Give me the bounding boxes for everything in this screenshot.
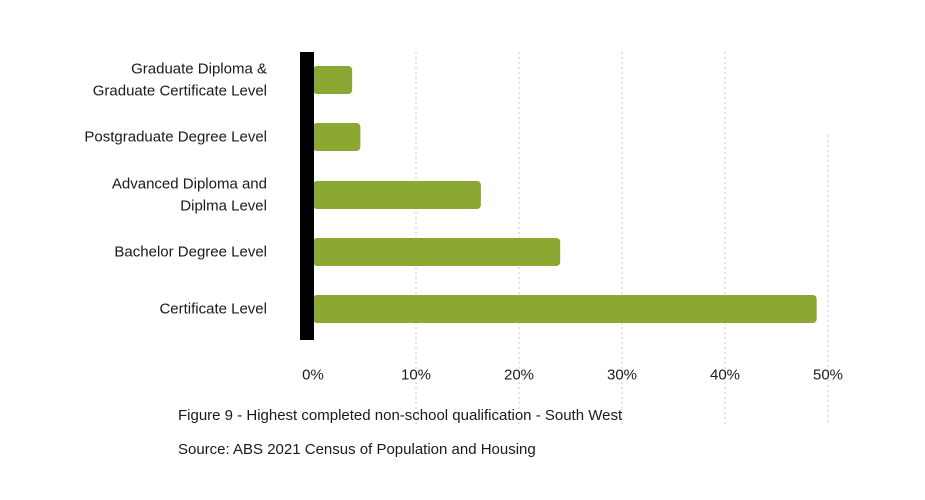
bars [313, 66, 817, 323]
x-tick-label-20: 20% [504, 367, 534, 384]
y-axis-line [300, 52, 314, 340]
category-label-3: Bachelor Degree Level [114, 244, 267, 261]
y-axis [300, 52, 314, 340]
category-label-0-line-0: Graduate Diploma & [131, 61, 267, 78]
category-label-4: Certificate Level [159, 301, 267, 318]
x-tick-label-0: 0% [302, 367, 324, 384]
figure-caption: Figure 9 - Highest completed non-school … [178, 407, 623, 424]
category-label-2-line-1: Diplma Level [180, 198, 267, 215]
x-tick-labels: 0% 10% 20% 30% 40% 50% [302, 367, 843, 384]
x-tick-label-50: 50% [813, 367, 843, 384]
bar-3 [313, 238, 561, 266]
x-tick-label-10: 10% [401, 367, 431, 384]
bar-2 [313, 181, 481, 209]
category-labels: Graduate Diploma & Graduate Certificate L… [84, 61, 267, 318]
bar-0 [313, 66, 353, 94]
category-label-0-line-1: Graduate Certificate Level [93, 83, 267, 100]
bar-1 [313, 123, 361, 151]
source-caption: Source: ABS 2021 Census of Population an… [178, 441, 536, 458]
bar-4 [313, 295, 817, 323]
x-tick-label-40: 40% [710, 367, 740, 384]
x-tick-label-30: 30% [607, 367, 637, 384]
category-label-1: Postgraduate Degree Level [84, 129, 267, 146]
category-label-2-line-0: Advanced Diploma and [112, 176, 267, 193]
